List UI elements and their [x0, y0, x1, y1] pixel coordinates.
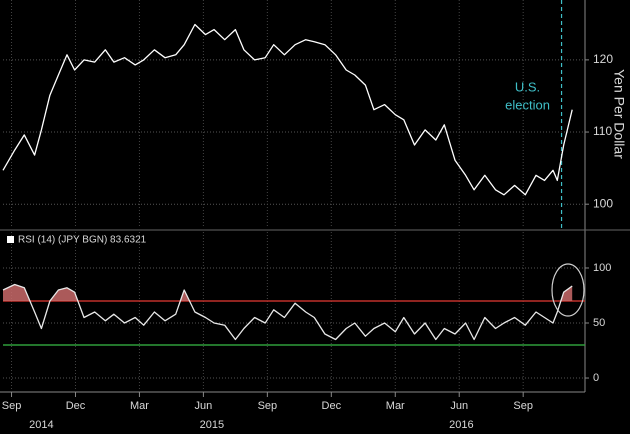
year-label: 2015	[200, 419, 224, 431]
x-tick-label: Sep	[513, 400, 533, 412]
series-line	[2, 23, 573, 196]
y-tick-label: 100	[593, 262, 611, 274]
year-label: 2014	[29, 419, 53, 431]
y-axis-label: Yen Per Dollar	[611, 69, 627, 159]
y-tick-label: 110	[593, 124, 612, 138]
x-tick-label: Dec	[322, 400, 342, 412]
y-tick-label: 120	[593, 52, 613, 66]
series-line	[2, 283, 573, 341]
x-tick-label: Jun	[195, 400, 213, 412]
annotation-text: U.S.	[515, 79, 540, 94]
legend-label: RSI (14) (JPY BGN) 83.6321	[18, 235, 147, 246]
y-tick-label: 50	[593, 317, 605, 329]
x-tick-label: Mar	[130, 400, 149, 412]
x-tick-label: Jun	[450, 400, 468, 412]
x-tick-label: Sep	[2, 400, 22, 412]
y-tick-label: 100	[593, 196, 613, 210]
highlight-circle	[551, 263, 585, 317]
annotation-text: election	[505, 97, 550, 112]
overbought-area	[3, 284, 573, 301]
year-label: 2016	[449, 419, 473, 431]
x-tick-label: Mar	[386, 400, 405, 412]
legend-swatch	[7, 236, 14, 243]
x-tick-label: Dec	[66, 400, 86, 412]
x-tick-label: Sep	[258, 400, 278, 412]
y-tick-label: 0	[593, 372, 599, 384]
